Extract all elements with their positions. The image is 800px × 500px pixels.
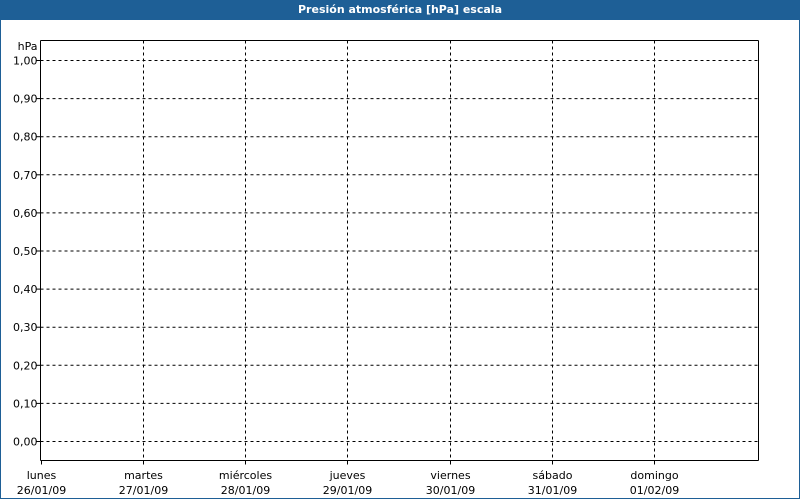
x-tick-date: 26/01/09 (17, 484, 66, 497)
x-tick-date: 31/01/09 (528, 484, 577, 497)
y-tick-label: 0,70 (13, 169, 38, 182)
y-tick-label: 0,30 (13, 321, 38, 334)
x-tick-day: domingo (630, 469, 678, 482)
chart-title: Presión atmosférica [hPa] escala (0, 0, 800, 20)
y-tick-label: 0,90 (13, 93, 38, 106)
x-tick-date: 27/01/09 (119, 484, 168, 497)
x-tick-day: jueves (329, 469, 366, 482)
x-tick-day: sábado (533, 469, 573, 482)
x-tick-day: miércoles (219, 469, 272, 482)
y-tick-label: 0,00 (13, 436, 38, 449)
y-tick-label: 0,10 (13, 397, 38, 410)
y-axis-label: hPa (18, 40, 38, 53)
x-tick-date: 28/01/09 (221, 484, 270, 497)
y-tick-label: 0,80 (13, 131, 38, 144)
x-tick-day: lunes (27, 469, 57, 482)
y-tick-label: 0,40 (13, 283, 38, 296)
x-tick-day: viernes (430, 469, 470, 482)
x-tick-date: 30/01/09 (426, 484, 475, 497)
x-tick-date: 01/02/09 (630, 484, 679, 497)
y-tick-label: 0,50 (13, 245, 38, 258)
y-tick-label: 1,00 (13, 55, 38, 68)
y-tick-label: 0,20 (13, 359, 38, 372)
x-tick-day: martes (124, 469, 163, 482)
y-tick-label: 0,60 (13, 207, 38, 220)
x-tick-date: 29/01/09 (323, 484, 372, 497)
